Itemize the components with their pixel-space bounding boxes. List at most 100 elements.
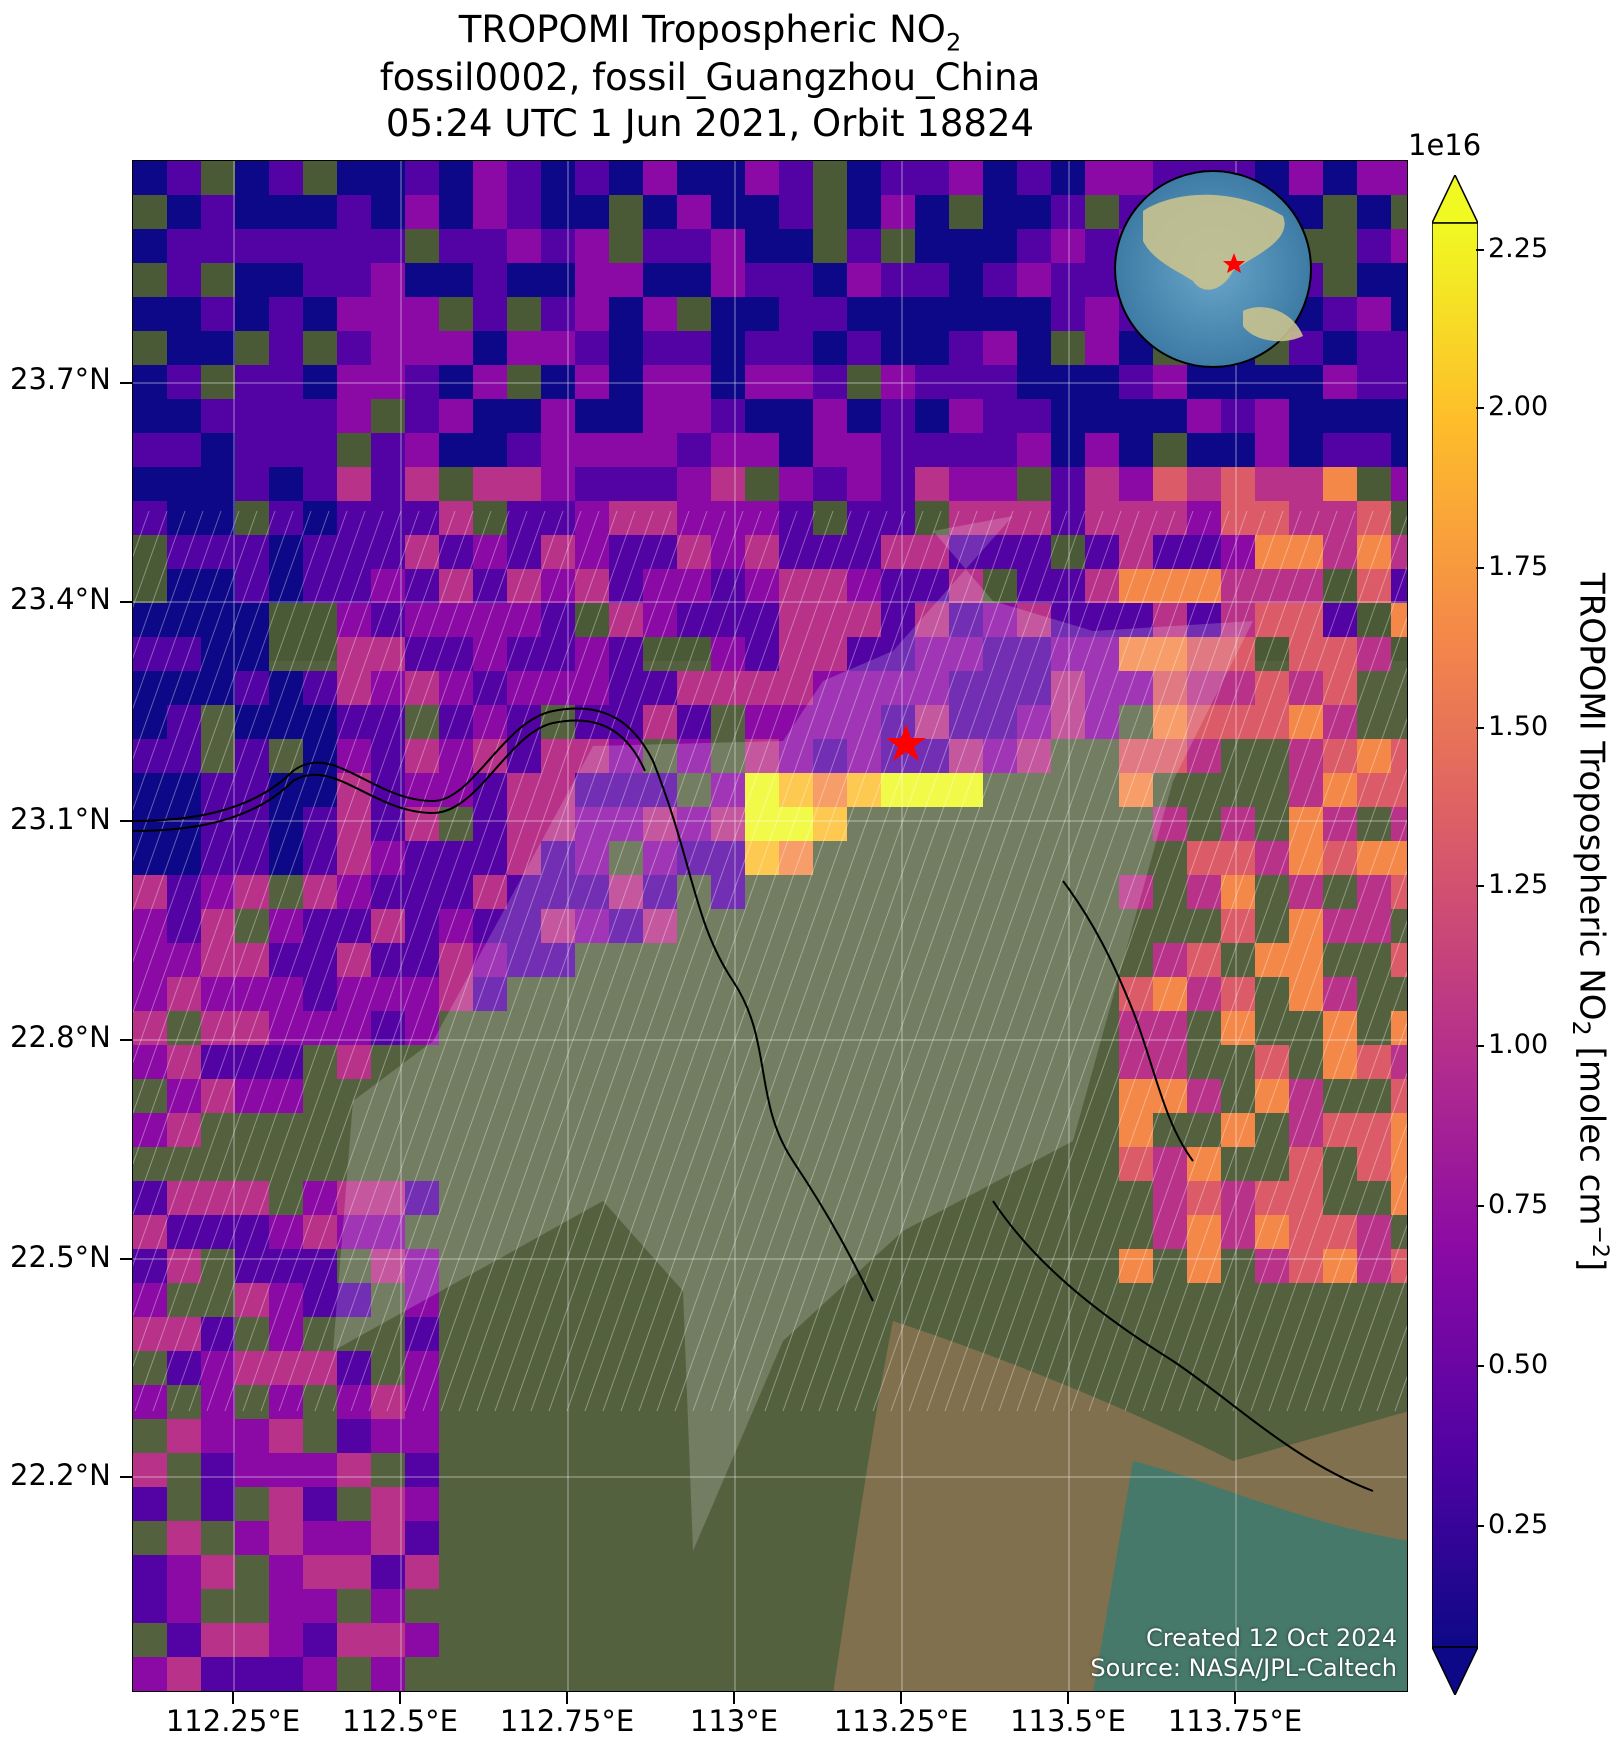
no2-pixel <box>167 637 201 671</box>
map-panel[interactable] <box>132 160 1408 1692</box>
no2-pixel <box>813 263 847 297</box>
no2-pixel <box>1085 229 1119 263</box>
no2-pixel <box>1221 1011 1255 1045</box>
colorbar-tick <box>1476 407 1484 409</box>
no2-pixel <box>541 297 575 331</box>
no2-pixel <box>1391 807 1407 841</box>
no2-pixel <box>405 1317 439 1351</box>
no2-pixel <box>1153 535 1187 569</box>
no2-pixel <box>201 535 235 569</box>
no2-pixel <box>711 875 745 909</box>
no2-pixel <box>371 297 405 331</box>
no2-pixel <box>133 739 167 773</box>
no2-pixel <box>1255 467 1289 501</box>
no2-pixel <box>779 603 813 637</box>
no2-pixel <box>915 603 949 637</box>
no2-pixel <box>779 807 813 841</box>
no2-pixel <box>371 433 405 467</box>
no2-pixel <box>1289 637 1323 671</box>
no2-pixel <box>201 1487 235 1521</box>
no2-pixel <box>847 637 881 671</box>
no2-pixel <box>269 1283 303 1317</box>
footprint-line <box>602 510 924 1412</box>
footprint-line <box>133 510 222 760</box>
no2-pixel <box>337 1351 371 1385</box>
no2-pixel <box>303 807 337 841</box>
no2-pixel <box>405 433 439 467</box>
no2-pixel <box>643 229 677 263</box>
no2-pixel <box>1357 1045 1391 1079</box>
no2-pixel <box>133 1011 167 1045</box>
no2-pixel <box>439 943 473 977</box>
no2-pixel <box>779 297 813 331</box>
footprint-line <box>1160 717 1407 1412</box>
y-tick-label: 22.8°N <box>10 1020 111 1054</box>
colorbar-tick <box>1476 1365 1484 1367</box>
no2-pixel <box>371 841 405 875</box>
no2-pixel <box>439 705 473 739</box>
no2-pixel <box>779 365 813 399</box>
no2-pixel <box>235 1181 269 1215</box>
no2-pixel <box>439 365 473 399</box>
no2-pixel <box>711 501 745 535</box>
no2-pixel <box>643 535 677 569</box>
no2-pixel <box>133 433 167 467</box>
no2-pixel <box>1017 705 1051 739</box>
no2-pixel <box>303 535 337 569</box>
no2-pixel <box>235 1283 269 1317</box>
footprint-line <box>170 510 492 1412</box>
colorbar-tick-label: 2.00 <box>1488 391 1549 422</box>
no2-pixel <box>269 1079 303 1113</box>
no2-pixel <box>745 501 779 535</box>
no2-pixel <box>371 1521 405 1555</box>
footprint-line <box>152 510 474 1412</box>
footprint-line <box>1142 667 1407 1412</box>
no2-pixel <box>303 229 337 263</box>
no2-pixel <box>1153 569 1187 603</box>
no2-pixel <box>507 705 541 739</box>
y-tick <box>120 1258 132 1260</box>
no2-pixel <box>949 501 983 535</box>
no2-pixel <box>167 467 201 501</box>
no2-pixel <box>609 467 643 501</box>
no2-pixel <box>1153 399 1187 433</box>
no2-pixel <box>915 637 949 671</box>
footprint-line <box>278 510 600 1412</box>
no2-pixel <box>167 1691 201 1692</box>
no2-pixel <box>677 195 711 229</box>
no2-pixel <box>167 297 201 331</box>
no2-pixel <box>1017 637 1051 671</box>
no2-pixel <box>1357 399 1391 433</box>
no2-pixel <box>1289 807 1323 841</box>
no2-pixel <box>167 1113 201 1147</box>
no2-pixel <box>1289 705 1323 739</box>
no2-pixel <box>1017 399 1051 433</box>
no2-pixel <box>1221 433 1255 467</box>
no2-pixel <box>711 161 745 195</box>
no2-pixel <box>133 841 167 875</box>
x-tick <box>1234 1692 1236 1704</box>
footprint-line <box>818 510 1140 1412</box>
colorbar-tick <box>1476 885 1484 887</box>
no2-pixel <box>269 1521 303 1555</box>
no2-pixel <box>915 365 949 399</box>
footprint-line <box>926 510 1248 1412</box>
no2-pixel <box>1119 1079 1153 1113</box>
no2-pixel <box>371 1215 405 1249</box>
no2-pixel <box>915 535 949 569</box>
no2-pixel <box>303 467 337 501</box>
no2-pixel <box>541 365 575 399</box>
no2-pixel <box>1051 365 1085 399</box>
no2-pixel <box>235 807 269 841</box>
no2-pixel <box>779 399 813 433</box>
no2-pixel <box>133 909 167 943</box>
no2-pixel <box>201 433 235 467</box>
x-tick <box>1067 1692 1069 1704</box>
no2-pixel <box>1017 433 1051 467</box>
no2-pixel <box>1221 501 1255 535</box>
no2-pixel <box>1153 1147 1187 1181</box>
no2-pixel <box>269 1317 303 1351</box>
no2-pixel <box>643 841 677 875</box>
no2-pixel <box>1289 1215 1323 1249</box>
no2-pixel <box>405 1385 439 1419</box>
